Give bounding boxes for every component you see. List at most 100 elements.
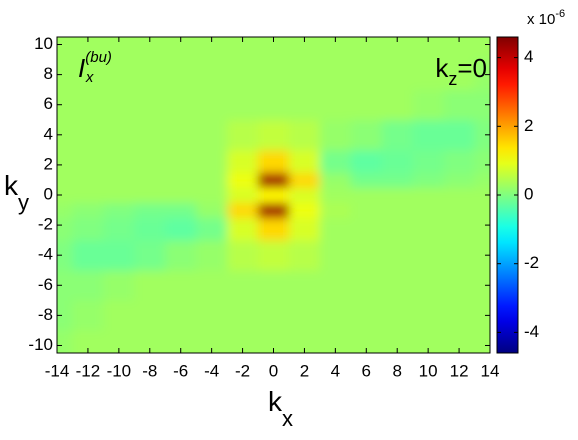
heat-cell: [103, 37, 135, 61]
x-tick-label: -10: [107, 361, 132, 380]
heat-cell: [227, 202, 259, 219]
heat-cell: [381, 149, 414, 173]
heat-cell: [57, 202, 73, 219]
heat-cell: [196, 202, 228, 219]
heat-cell: [443, 89, 476, 121]
heat-cell: [443, 37, 476, 61]
heat-cell: [134, 89, 166, 121]
y-tick-label: 6: [44, 94, 53, 113]
heat-cell: [381, 119, 414, 151]
heat-cell: [350, 149, 383, 173]
heat-cell: [103, 59, 135, 91]
x-tick-label: -4: [204, 361, 219, 380]
heat-cell: [381, 187, 414, 204]
y-tick-label: 4: [44, 124, 53, 143]
heat-cell: [381, 59, 414, 91]
exp-base: x 10: [527, 11, 555, 28]
heat-cell: [350, 172, 383, 188]
heat-cell: [103, 202, 135, 219]
heat-cell: [165, 330, 197, 353]
x-tick-label: 0: [269, 361, 278, 380]
heat-cell: [288, 89, 321, 121]
x-axis-label: kx: [268, 386, 293, 430]
heat-cell: [474, 37, 490, 61]
heat-cell: [288, 240, 321, 271]
heat-cell: [443, 330, 476, 353]
heat-cell: [103, 330, 135, 353]
heat-cell: [319, 149, 352, 173]
heat-cell: [319, 330, 352, 353]
heat-cell: [72, 240, 104, 271]
heat-cell: [474, 217, 490, 241]
heat-cell: [443, 149, 476, 173]
heat-cell: [103, 187, 135, 204]
heat-cell: [258, 270, 290, 301]
heat-cell: [350, 240, 383, 271]
x-tick-label: -2: [235, 361, 250, 380]
heat-cell: [103, 119, 135, 151]
colorbar-tick-label: 2: [524, 116, 533, 135]
heat-cell: [412, 37, 445, 61]
heat-cell: [165, 187, 197, 204]
heat-cell: [72, 172, 104, 188]
annotation-base: k: [435, 53, 449, 83]
heat-cell: [134, 300, 166, 331]
heat-cell: [134, 37, 166, 61]
heat-cell: [319, 59, 352, 91]
heat-cell: [350, 89, 383, 121]
y-tick-label: -10: [28, 335, 53, 354]
colorbar-tick-label: 0: [524, 184, 533, 203]
heat-cell: [57, 149, 73, 173]
heat-cell: [134, 240, 166, 271]
heat-cell: [288, 59, 321, 91]
heat-cell: [165, 240, 197, 271]
heat-cell: [288, 300, 321, 331]
heat-cell: [134, 202, 166, 219]
heat-cell: [103, 89, 135, 121]
heat-cell: [103, 172, 135, 188]
heat-cell: [319, 217, 352, 241]
heat-cell: [412, 119, 445, 151]
heat-cell: [412, 149, 445, 173]
heat-cell: [134, 149, 166, 173]
heat-cell: [196, 59, 228, 91]
heat-cell: [258, 149, 290, 173]
heat-cell: [165, 119, 197, 151]
x-tick-label: 4: [331, 361, 340, 380]
heat-cell: [165, 300, 197, 331]
heat-cell: [57, 330, 73, 353]
heat-cell: [258, 202, 290, 219]
x-label-sub: x: [282, 406, 293, 431]
heat-cell: [196, 187, 228, 204]
heat-cell: [227, 119, 259, 151]
heat-cell: [196, 119, 228, 151]
heat-cell: [288, 202, 321, 219]
heat-cell: [443, 172, 476, 188]
x-tick-label: 12: [450, 361, 469, 380]
heat-cell: [57, 89, 73, 121]
heat-cell: [319, 187, 352, 204]
heat-cell: [72, 270, 104, 301]
heat-cell: [443, 59, 476, 91]
annotation: kz=0: [435, 53, 487, 89]
heat-cell: [381, 240, 414, 271]
heat-cell: [474, 240, 490, 271]
heat-cell: [443, 240, 476, 271]
heat-cell: [412, 270, 445, 301]
heat-cell: [57, 300, 73, 331]
x-tick-label: -8: [142, 361, 157, 380]
heat-cell: [103, 240, 135, 271]
heatmap: [57, 37, 490, 353]
heat-cell: [227, 149, 259, 173]
heat-cell: [381, 270, 414, 301]
heat-cell: [72, 202, 104, 219]
heat-cell: [474, 89, 490, 121]
heat-cell: [258, 330, 290, 353]
heat-cell: [319, 270, 352, 301]
heat-cell: [288, 187, 321, 204]
heat-cell: [103, 217, 135, 241]
y-label-sub: y: [18, 190, 29, 215]
heat-cell: [319, 240, 352, 271]
heat-cell: [350, 202, 383, 219]
exp-power: -6: [555, 8, 565, 20]
